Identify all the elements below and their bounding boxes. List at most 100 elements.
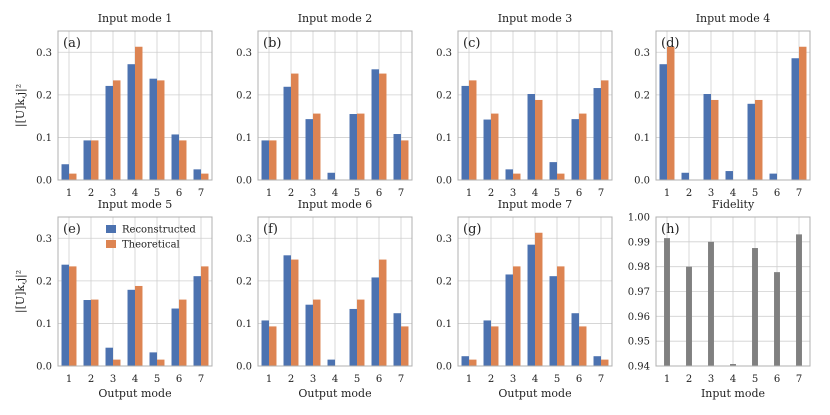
y-tick-label: 0.2 bbox=[236, 276, 252, 287]
bar-theoretical bbox=[667, 46, 675, 180]
legend-label-theoretical: Theoretical bbox=[122, 240, 180, 251]
chart-panel-4: 0.0 0.1 0.2 0.3 1 2 3 4 5 6 7 Input mode 4 (d) bbox=[634, 12, 811, 199]
plot-frame bbox=[655, 216, 811, 367]
y-tick-label: 0.3 bbox=[236, 48, 252, 59]
x-tick-label: 2 bbox=[88, 374, 94, 385]
legend-swatch-reconstructed bbox=[106, 225, 116, 233]
x-tick-label: 4 bbox=[532, 188, 538, 199]
y-tick-label: 0.3 bbox=[634, 48, 650, 59]
bar-reconstructed bbox=[571, 313, 579, 366]
bar-reconstructed bbox=[261, 140, 269, 180]
y-tick-label: 0.99 bbox=[628, 237, 650, 248]
y-tick-label: 0.0 bbox=[436, 362, 452, 373]
bar-reconstructed bbox=[505, 274, 513, 366]
x-tick-label: 3 bbox=[708, 188, 714, 199]
bar-reconstructed bbox=[659, 64, 667, 180]
x-tick-label: 1 bbox=[466, 188, 472, 199]
bar-theoretical bbox=[799, 46, 807, 180]
bar-theoretical bbox=[491, 326, 499, 366]
bar-reconstructed bbox=[105, 85, 113, 180]
plot-frame bbox=[257, 30, 413, 181]
plot-frame bbox=[257, 216, 413, 367]
bar-reconstructed bbox=[371, 277, 379, 366]
bar-theoretical bbox=[91, 299, 99, 366]
chart-panel-6: 0.0 0.1 0.2 0.3 1 2 3 4 5 6 7 Input mode 6 (f) Output… bbox=[236, 198, 413, 400]
x-tick-label: 3 bbox=[708, 374, 714, 385]
chart-panel-1: 0.0 0.1 0.2 0.3 1 2 3 4 5 6 7 Input mode 1 (a) |[U]k,… bbox=[14, 12, 213, 199]
plot-frame bbox=[57, 216, 213, 367]
panel-label: (a) bbox=[63, 36, 81, 51]
bar-theoretical bbox=[557, 266, 565, 366]
y-tick-label: 0.3 bbox=[36, 234, 52, 245]
chart-panel-2: 0.0 0.1 0.2 0.3 1 2 3 4 5 6 7 Input mode 2 (b) bbox=[236, 12, 413, 199]
panel-label: (e) bbox=[63, 222, 81, 237]
panel-label: (d) bbox=[661, 36, 679, 51]
x-tick-label: 2 bbox=[686, 188, 692, 199]
bar-theoretical bbox=[513, 173, 521, 180]
x-tick-label: 4 bbox=[730, 374, 736, 385]
x-tick-label: 6 bbox=[376, 188, 382, 199]
x-tick-label: 7 bbox=[198, 188, 204, 199]
x-tick-label: 5 bbox=[752, 188, 758, 199]
x-tick-label: 7 bbox=[796, 188, 802, 199]
bar-reconstructed bbox=[461, 356, 469, 366]
x-tick-label: 4 bbox=[132, 188, 138, 199]
bar-reconstructed bbox=[393, 313, 401, 366]
y-tick-label: 0.2 bbox=[36, 90, 52, 101]
legend-label-reconstructed: Reconstructed bbox=[122, 225, 196, 236]
x-tick-label: 6 bbox=[176, 374, 182, 385]
x-tick-label: 4 bbox=[132, 374, 138, 385]
bar-fidelity bbox=[752, 248, 758, 366]
bar-reconstructed bbox=[305, 119, 313, 180]
legend-swatch-theoretical bbox=[106, 240, 116, 248]
bar-reconstructed bbox=[305, 304, 313, 366]
x-tick-label: 1 bbox=[664, 374, 670, 385]
x-tick-label: 6 bbox=[774, 188, 780, 199]
x-tick-label: 2 bbox=[686, 374, 692, 385]
y-tick-label: 0.0 bbox=[236, 362, 252, 373]
panel-label: (h) bbox=[661, 222, 680, 237]
bar-theoretical bbox=[579, 326, 587, 366]
x-tick-label: 1 bbox=[466, 374, 472, 385]
bar-theoretical bbox=[579, 113, 587, 180]
y-tick-label: 0.2 bbox=[436, 276, 452, 287]
x-tick-label: 5 bbox=[154, 374, 160, 385]
y-tick-label: 0.97 bbox=[628, 287, 650, 298]
x-tick-label: 3 bbox=[110, 188, 116, 199]
x-tick-label: 7 bbox=[796, 374, 802, 385]
y-tick-label: 0.1 bbox=[634, 133, 650, 144]
x-tick-label: 5 bbox=[154, 188, 160, 199]
bar-reconstructed bbox=[349, 114, 357, 180]
y-axis-label: |[U]k,j|² bbox=[14, 84, 28, 127]
y-tick-label: 0.98 bbox=[628, 262, 650, 273]
bar-theoretical bbox=[113, 80, 121, 180]
bar-theoretical bbox=[535, 232, 543, 366]
bar-reconstructed bbox=[769, 173, 777, 180]
x-tick-label: 5 bbox=[554, 374, 560, 385]
bar-reconstructed bbox=[505, 169, 513, 180]
bar-theoretical bbox=[135, 285, 143, 366]
bar-theoretical bbox=[401, 140, 409, 180]
chart-panel-8: 0.94 0.95 0.96 0.97 0.98 0.99 1.00 1 2 3 4 5 6 7 Fidel… bbox=[628, 198, 811, 400]
bar-reconstructed bbox=[371, 69, 379, 180]
y-tick-label: 0.3 bbox=[36, 48, 52, 59]
panel-label: (f) bbox=[263, 222, 278, 237]
y-tick-label: 0.2 bbox=[36, 276, 52, 287]
plot-frame bbox=[57, 30, 213, 181]
y-tick-label: 0.3 bbox=[236, 234, 252, 245]
bar-theoretical bbox=[135, 46, 143, 180]
x-tick-label: 3 bbox=[310, 188, 316, 199]
y-tick-label: 0.0 bbox=[436, 176, 452, 187]
chart-title: Fidelity bbox=[712, 198, 755, 211]
y-tick-label: 0.0 bbox=[236, 176, 252, 187]
x-tick-label: 2 bbox=[488, 374, 494, 385]
bar-theoretical bbox=[379, 259, 387, 366]
bar-theoretical bbox=[469, 359, 477, 366]
x-tick-label: 4 bbox=[532, 374, 538, 385]
y-tick-label: 0.96 bbox=[628, 312, 650, 323]
chart-panel-7: 0.0 0.1 0.2 0.3 1 2 3 4 5 6 7 Input mode 7 (g) Output… bbox=[436, 198, 613, 400]
x-tick-label: 5 bbox=[354, 374, 360, 385]
bar-reconstructed bbox=[171, 308, 179, 366]
bar-reconstructed bbox=[171, 134, 179, 180]
